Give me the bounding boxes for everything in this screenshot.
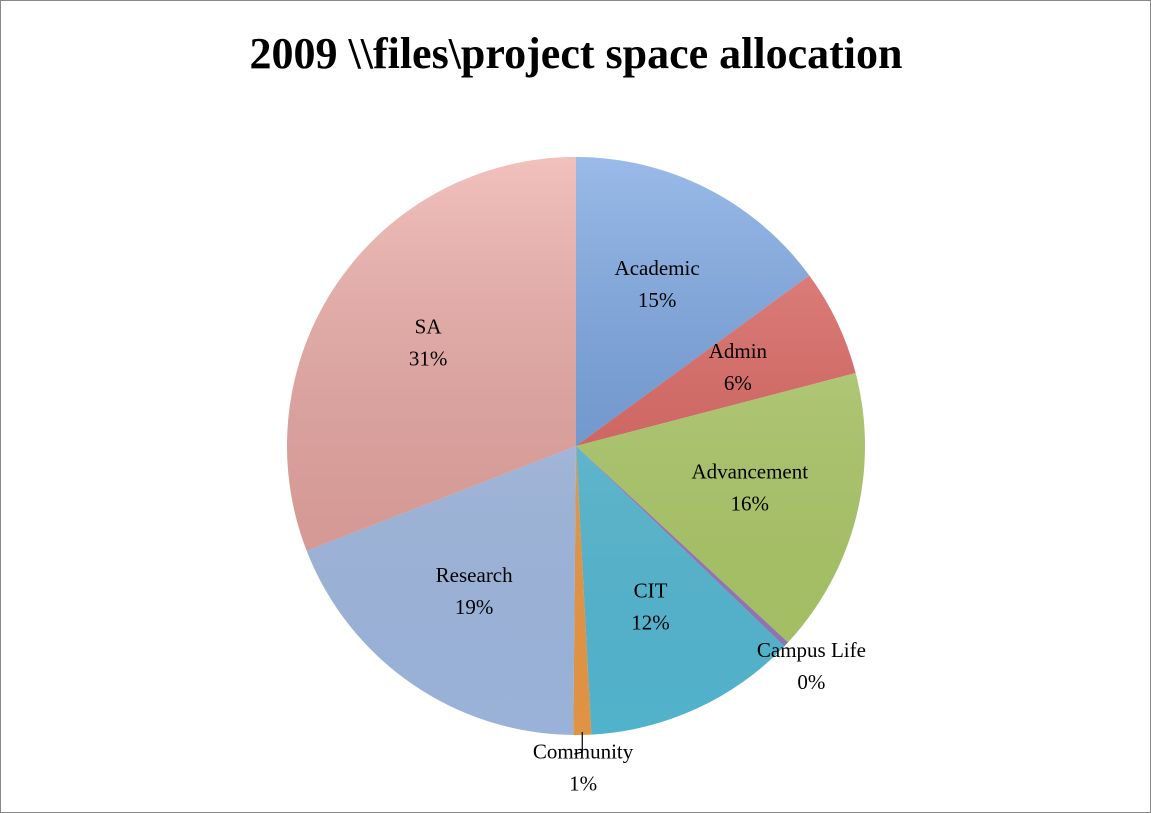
data-label-value: 31% [409, 347, 448, 371]
data-label-value: 6% [724, 371, 752, 395]
chart-title: 2009 \\files\project space allocation [250, 29, 903, 78]
data-label-value: 0% [797, 670, 825, 694]
data-label-value: 15% [638, 288, 677, 312]
data-label-category: Academic [615, 256, 700, 280]
data-label-category: Research [436, 563, 513, 587]
data-label-value: 16% [731, 491, 770, 515]
data-label-category: CIT [634, 579, 668, 603]
data-label-category: Community [533, 739, 634, 763]
leader-line [574, 732, 583, 755]
data-label-category: Campus Life [757, 638, 866, 662]
data-label-category: Advancement [691, 459, 808, 483]
data-label-value: 19% [455, 595, 494, 619]
data-label-value: 1% [569, 771, 597, 795]
data-label-value: 12% [631, 611, 670, 635]
data-label-category: SA [415, 315, 443, 339]
data-label-category: Admin [709, 339, 768, 363]
